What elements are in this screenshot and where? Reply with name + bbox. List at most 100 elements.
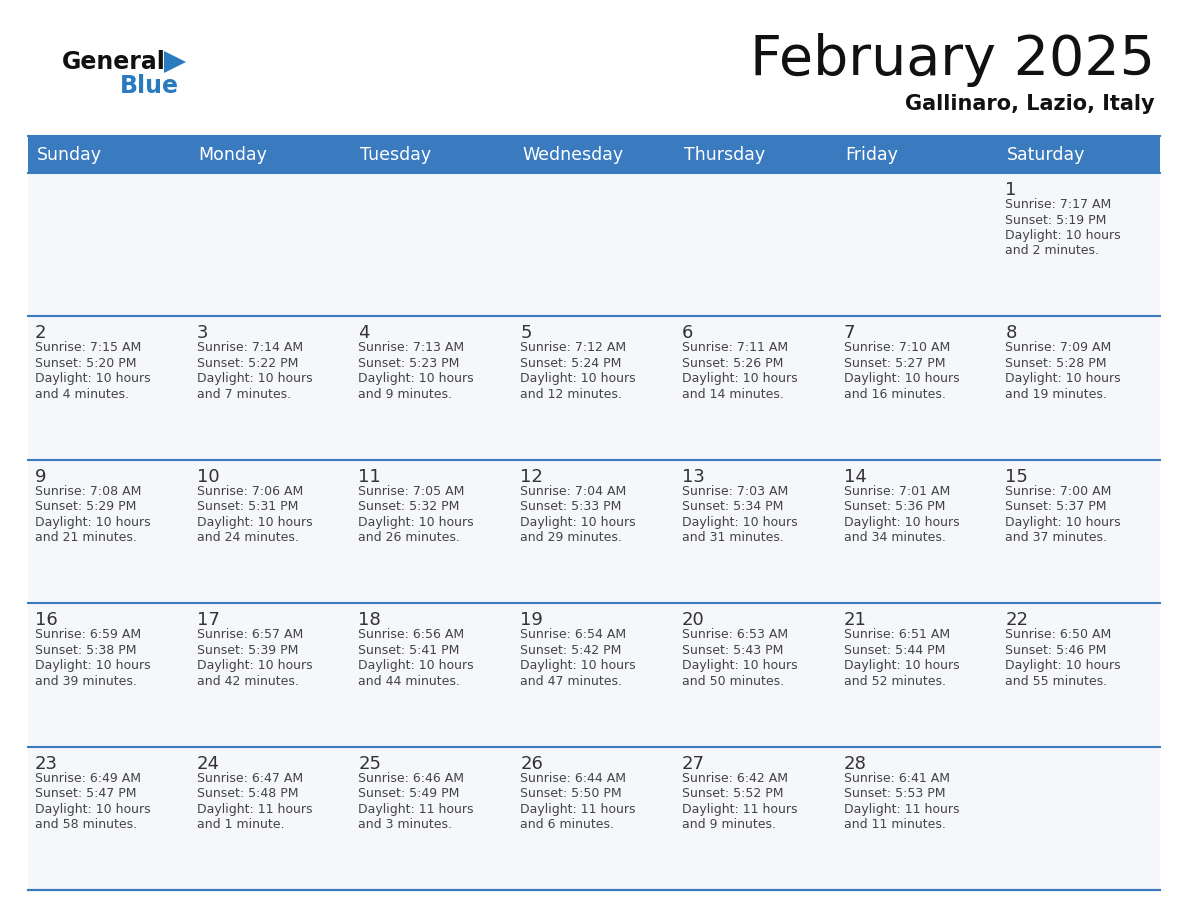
Text: 20: 20	[682, 611, 704, 629]
Text: Sunset: 5:53 PM: Sunset: 5:53 PM	[843, 787, 946, 800]
Text: Sunset: 5:22 PM: Sunset: 5:22 PM	[197, 357, 298, 370]
Text: Daylight: 10 hours: Daylight: 10 hours	[682, 659, 797, 672]
Text: Sunrise: 7:17 AM: Sunrise: 7:17 AM	[1005, 198, 1112, 211]
Text: 25: 25	[359, 755, 381, 773]
Text: Daylight: 10 hours: Daylight: 10 hours	[682, 373, 797, 386]
Text: Sunrise: 6:59 AM: Sunrise: 6:59 AM	[34, 628, 141, 641]
Text: Sunset: 5:24 PM: Sunset: 5:24 PM	[520, 357, 621, 370]
Text: Sunset: 5:28 PM: Sunset: 5:28 PM	[1005, 357, 1107, 370]
Text: Sunset: 5:50 PM: Sunset: 5:50 PM	[520, 787, 621, 800]
Text: 18: 18	[359, 611, 381, 629]
Text: 7: 7	[843, 324, 855, 342]
Text: Sunset: 5:46 PM: Sunset: 5:46 PM	[1005, 644, 1107, 656]
Text: Sunrise: 7:01 AM: Sunrise: 7:01 AM	[843, 485, 950, 498]
Text: and 26 minutes.: and 26 minutes.	[359, 532, 460, 544]
Bar	[352, 746, 513, 890]
Text: Sunrise: 7:09 AM: Sunrise: 7:09 AM	[1005, 341, 1112, 354]
Bar	[998, 603, 1159, 746]
Text: 23: 23	[34, 755, 58, 773]
Text: Daylight: 10 hours: Daylight: 10 hours	[1005, 516, 1121, 529]
Text: Sunset: 5:34 PM: Sunset: 5:34 PM	[682, 500, 783, 513]
Text: Sunset: 5:38 PM: Sunset: 5:38 PM	[34, 644, 137, 656]
Text: Sunrise: 7:10 AM: Sunrise: 7:10 AM	[843, 341, 950, 354]
Bar	[29, 746, 190, 890]
Text: Sunday: Sunday	[37, 145, 102, 163]
Text: Sunset: 5:36 PM: Sunset: 5:36 PM	[843, 500, 944, 513]
Text: 5: 5	[520, 324, 532, 342]
Text: Daylight: 10 hours: Daylight: 10 hours	[520, 373, 636, 386]
Text: Sunset: 5:37 PM: Sunset: 5:37 PM	[1005, 500, 1107, 513]
Text: Sunrise: 6:44 AM: Sunrise: 6:44 AM	[520, 772, 626, 785]
Text: and 58 minutes.: and 58 minutes.	[34, 818, 137, 831]
Text: Daylight: 11 hours: Daylight: 11 hours	[843, 802, 959, 815]
Bar	[836, 603, 998, 746]
Text: Sunset: 5:39 PM: Sunset: 5:39 PM	[197, 644, 298, 656]
Bar	[29, 173, 190, 317]
Text: Sunset: 5:42 PM: Sunset: 5:42 PM	[520, 644, 621, 656]
Text: Sunrise: 6:47 AM: Sunrise: 6:47 AM	[197, 772, 303, 785]
Text: Saturday: Saturday	[1007, 145, 1086, 163]
Text: Daylight: 10 hours: Daylight: 10 hours	[359, 516, 474, 529]
Bar	[998, 746, 1159, 890]
Text: and 9 minutes.: and 9 minutes.	[359, 388, 453, 401]
Text: 8: 8	[1005, 324, 1017, 342]
Text: 2: 2	[34, 324, 46, 342]
Text: Sunset: 5:26 PM: Sunset: 5:26 PM	[682, 357, 783, 370]
Text: and 52 minutes.: and 52 minutes.	[843, 675, 946, 688]
Text: Daylight: 10 hours: Daylight: 10 hours	[1005, 229, 1121, 242]
Text: 13: 13	[682, 468, 704, 486]
Bar	[513, 460, 675, 603]
Text: and 44 minutes.: and 44 minutes.	[359, 675, 460, 688]
Text: Daylight: 10 hours: Daylight: 10 hours	[197, 516, 312, 529]
Bar	[836, 173, 998, 317]
Text: 14: 14	[843, 468, 866, 486]
Text: Sunset: 5:33 PM: Sunset: 5:33 PM	[520, 500, 621, 513]
Text: and 50 minutes.: and 50 minutes.	[682, 675, 784, 688]
Text: Sunrise: 6:42 AM: Sunrise: 6:42 AM	[682, 772, 788, 785]
Text: Sunrise: 6:46 AM: Sunrise: 6:46 AM	[359, 772, 465, 785]
Bar	[513, 317, 675, 460]
Bar	[998, 173, 1159, 317]
Text: Daylight: 10 hours: Daylight: 10 hours	[34, 659, 151, 672]
Text: Wednesday: Wednesday	[523, 145, 624, 163]
Text: 10: 10	[197, 468, 220, 486]
Text: Sunrise: 7:06 AM: Sunrise: 7:06 AM	[197, 485, 303, 498]
Bar	[352, 460, 513, 603]
Text: Monday: Monday	[198, 145, 267, 163]
Text: Sunrise: 7:13 AM: Sunrise: 7:13 AM	[359, 341, 465, 354]
Text: and 31 minutes.: and 31 minutes.	[682, 532, 784, 544]
Bar	[190, 317, 352, 460]
Text: Daylight: 10 hours: Daylight: 10 hours	[359, 659, 474, 672]
Text: Sunset: 5:43 PM: Sunset: 5:43 PM	[682, 644, 783, 656]
Text: Sunrise: 7:03 AM: Sunrise: 7:03 AM	[682, 485, 788, 498]
Text: Daylight: 11 hours: Daylight: 11 hours	[197, 802, 312, 815]
Text: Daylight: 10 hours: Daylight: 10 hours	[34, 802, 151, 815]
Bar	[190, 746, 352, 890]
Text: Sunrise: 7:11 AM: Sunrise: 7:11 AM	[682, 341, 788, 354]
Bar	[29, 317, 190, 460]
Text: General: General	[62, 50, 166, 74]
Text: 27: 27	[682, 755, 704, 773]
Text: 26: 26	[520, 755, 543, 773]
Bar	[513, 746, 675, 890]
Text: February 2025: February 2025	[750, 33, 1155, 87]
Text: Sunset: 5:47 PM: Sunset: 5:47 PM	[34, 787, 137, 800]
Bar	[29, 136, 1159, 173]
Text: Sunset: 5:20 PM: Sunset: 5:20 PM	[34, 357, 137, 370]
Text: Sunset: 5:49 PM: Sunset: 5:49 PM	[359, 787, 460, 800]
Text: Sunset: 5:23 PM: Sunset: 5:23 PM	[359, 357, 460, 370]
Text: Daylight: 10 hours: Daylight: 10 hours	[843, 516, 959, 529]
Bar	[675, 173, 836, 317]
Bar	[513, 173, 675, 317]
Text: Sunset: 5:41 PM: Sunset: 5:41 PM	[359, 644, 460, 656]
Text: Daylight: 11 hours: Daylight: 11 hours	[682, 802, 797, 815]
Text: Blue: Blue	[120, 74, 179, 98]
Text: 9: 9	[34, 468, 46, 486]
Text: 22: 22	[1005, 611, 1029, 629]
Bar	[190, 173, 352, 317]
Text: Daylight: 10 hours: Daylight: 10 hours	[34, 516, 151, 529]
Text: and 14 minutes.: and 14 minutes.	[682, 388, 784, 401]
Text: Sunrise: 7:04 AM: Sunrise: 7:04 AM	[520, 485, 626, 498]
Text: 11: 11	[359, 468, 381, 486]
Text: 16: 16	[34, 611, 58, 629]
